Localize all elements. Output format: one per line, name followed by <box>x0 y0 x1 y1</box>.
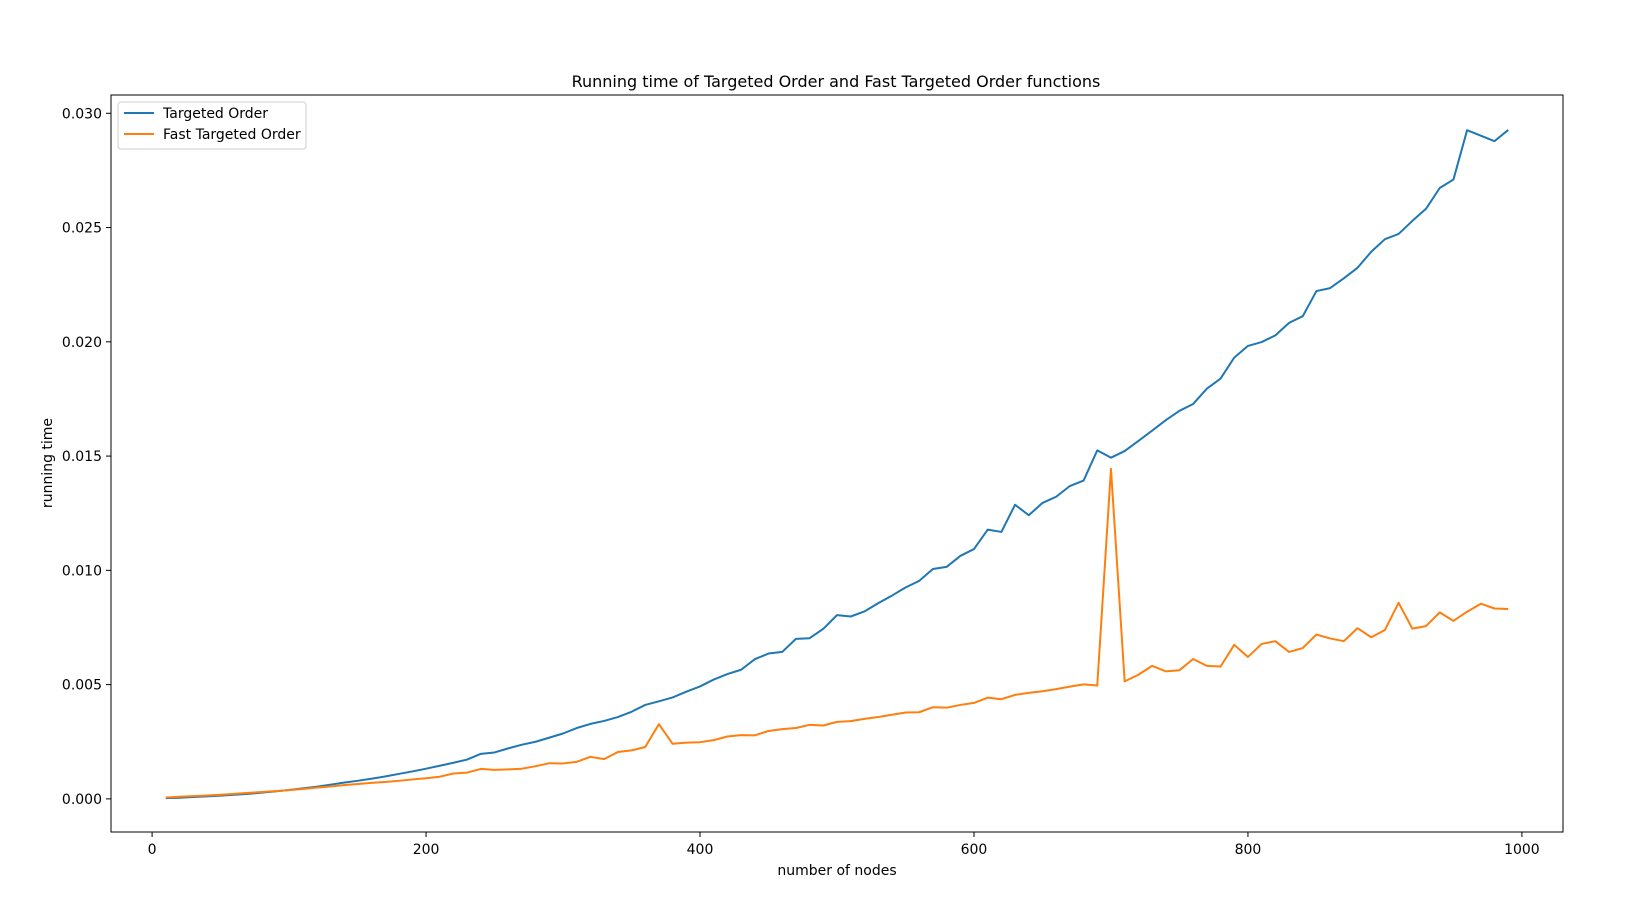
y-axis-label: running time <box>40 418 56 508</box>
y-tick-label: 0.000 <box>62 792 102 808</box>
y-tick-label: 0.015 <box>62 449 102 465</box>
y-tick-label: 0.025 <box>62 221 102 237</box>
x-tick-label: 800 <box>1235 842 1262 858</box>
y-tick-label: 0.005 <box>62 678 102 694</box>
x-tick-label: 600 <box>961 842 988 858</box>
x-axis-label: number of nodes <box>777 863 896 879</box>
plot-frame <box>110 94 1564 833</box>
x-tick-label: 400 <box>687 842 714 858</box>
y-tick-label: 0.030 <box>62 106 102 122</box>
series-line-fast-targeted-order <box>165 467 1509 799</box>
chart-title: Running time of Targeted Order and Fast … <box>572 72 1101 91</box>
x-tick-label: 200 <box>413 842 440 858</box>
y-tick-label: 0.010 <box>62 563 102 579</box>
legend-label-fast-targeted-order: Fast Targeted Order <box>163 127 301 143</box>
legend: Targeted Order Fast Targeted Order <box>117 101 307 150</box>
x-tick-label: 0 <box>148 842 157 858</box>
legend-box <box>117 101 307 150</box>
legend-label-targeted-order: Targeted Order <box>162 106 268 122</box>
series-line-targeted-order <box>165 129 1509 800</box>
x-tick-label: 1000 <box>1504 842 1540 858</box>
y-tick-label: 0.020 <box>62 335 102 351</box>
